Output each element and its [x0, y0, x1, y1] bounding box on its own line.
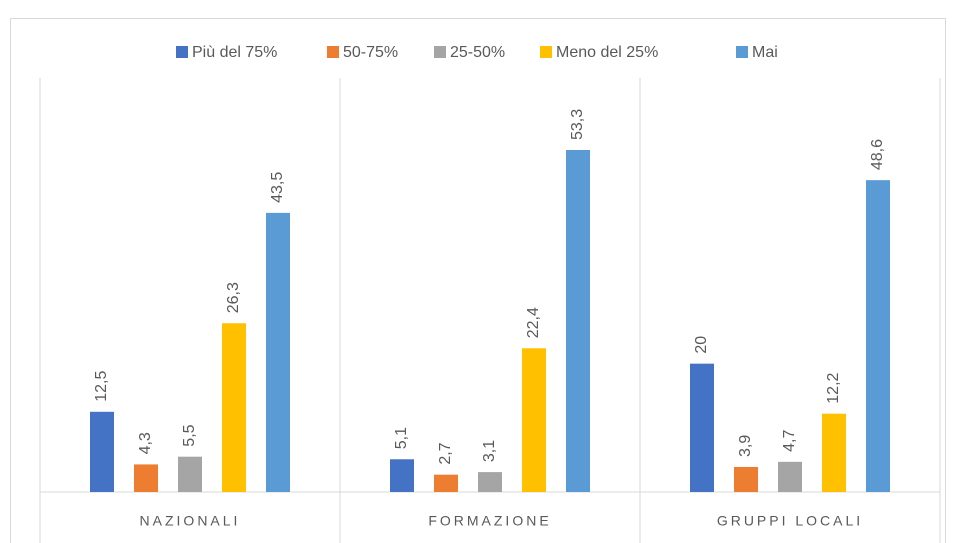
bar — [434, 474, 458, 492]
data-label: 53,3 — [569, 109, 586, 140]
data-label: 43,5 — [269, 172, 286, 203]
data-label: 22,4 — [525, 307, 542, 338]
legend-swatch — [434, 46, 446, 58]
data-label: 5,1 — [393, 427, 410, 449]
bar — [566, 149, 590, 492]
bar — [178, 456, 202, 492]
legend-label: 50-75% — [343, 44, 398, 61]
bar — [390, 459, 414, 492]
legend-swatch — [540, 46, 552, 58]
bar — [266, 212, 290, 492]
data-label: 26,3 — [225, 282, 242, 313]
bar — [478, 472, 502, 492]
bar — [90, 411, 114, 492]
data-label: 12,5 — [93, 371, 110, 402]
data-label: 2,7 — [437, 442, 454, 464]
bar — [134, 464, 158, 492]
bar — [690, 363, 714, 492]
data-label: 3,1 — [481, 440, 498, 462]
legend-swatch — [736, 46, 748, 58]
legend-swatch — [327, 46, 339, 58]
x-tick-label: FORMAZIONE — [428, 513, 551, 529]
bar — [734, 466, 758, 492]
data-label: 4,3 — [137, 432, 154, 454]
chart-border — [10, 18, 946, 543]
data-label: 5,5 — [181, 424, 198, 446]
legend-label: 25-50% — [450, 44, 505, 61]
bar — [522, 348, 546, 492]
data-label: 48,6 — [869, 139, 886, 170]
legend-swatch — [176, 46, 188, 58]
x-tick-label: GRUPPI LOCALI — [717, 513, 863, 529]
data-label: 3,9 — [737, 435, 754, 457]
data-label: 4,7 — [781, 429, 798, 451]
bar — [822, 413, 846, 492]
bar — [222, 323, 246, 492]
legend-label: Meno del 25% — [556, 44, 658, 61]
legend-label: Più del 75% — [192, 44, 277, 61]
x-tick-label: NAZIONALI — [140, 513, 241, 529]
bar — [866, 180, 890, 492]
data-label: 20 — [693, 336, 710, 354]
bar — [778, 461, 802, 492]
data-label: 12,2 — [825, 372, 842, 403]
legend-label: Mai — [752, 44, 778, 61]
